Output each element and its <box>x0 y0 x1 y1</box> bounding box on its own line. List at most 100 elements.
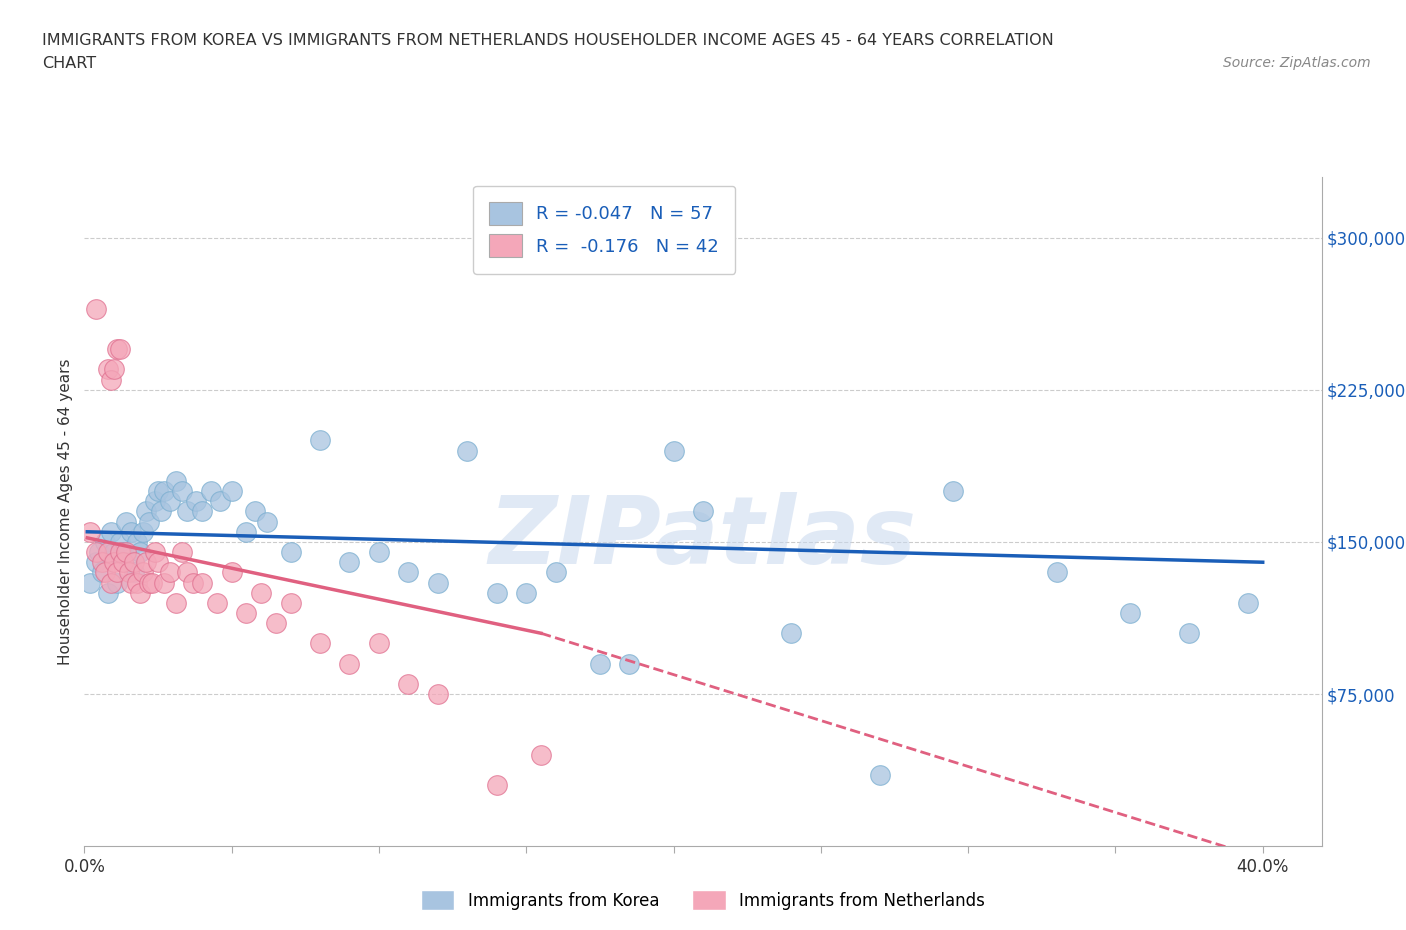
Point <box>124 555 146 570</box>
Point <box>143 494 166 509</box>
Point <box>309 433 332 448</box>
Point <box>205 595 228 610</box>
Point <box>662 444 685 458</box>
Point <box>208 494 231 509</box>
Point <box>176 504 198 519</box>
Point <box>183 575 205 590</box>
Point <box>1045 565 1067 579</box>
Point <box>170 545 193 560</box>
Point <box>619 657 641 671</box>
Point <box>456 444 478 458</box>
Point <box>153 484 176 498</box>
Point <box>100 372 122 387</box>
Point <box>100 575 122 590</box>
Point <box>132 525 155 539</box>
Text: ZIPatlas: ZIPatlas <box>489 492 917 584</box>
Point <box>127 535 149 550</box>
Point <box>368 545 391 560</box>
Point <box>165 473 187 488</box>
Point <box>264 616 287 631</box>
Point <box>97 585 120 600</box>
Text: CHART: CHART <box>42 56 96 71</box>
Y-axis label: Householder Income Ages 45 - 64 years: Householder Income Ages 45 - 64 years <box>58 358 73 665</box>
Point <box>235 605 257 620</box>
Point <box>103 362 125 377</box>
Point <box>111 545 134 560</box>
Point <box>339 657 361 671</box>
Point <box>1119 605 1142 620</box>
Point <box>94 535 117 550</box>
Point <box>153 575 176 590</box>
Point <box>105 341 128 356</box>
Point <box>143 545 166 560</box>
Point <box>159 494 181 509</box>
Text: Source: ZipAtlas.com: Source: ZipAtlas.com <box>1223 56 1371 70</box>
Point <box>530 748 553 763</box>
Point <box>396 676 419 691</box>
Point <box>97 545 120 560</box>
Point <box>141 575 163 590</box>
Point <box>108 545 131 560</box>
Point <box>256 514 278 529</box>
Point <box>426 686 449 701</box>
Point <box>105 575 128 590</box>
Point <box>149 504 172 519</box>
Point <box>97 362 120 377</box>
Point <box>309 636 332 651</box>
Point <box>111 555 134 570</box>
Point <box>170 484 193 498</box>
Point <box>221 484 243 498</box>
Point <box>105 565 128 579</box>
Point <box>91 565 114 579</box>
Point <box>117 555 139 570</box>
Point <box>250 585 273 600</box>
Point <box>100 525 122 539</box>
Point <box>114 545 136 560</box>
Point <box>200 484 222 498</box>
Point <box>129 545 152 560</box>
Point <box>544 565 567 579</box>
Point <box>1178 626 1201 641</box>
Point <box>221 565 243 579</box>
Point <box>426 575 449 590</box>
Point <box>117 565 139 579</box>
Text: IMMIGRANTS FROM KOREA VS IMMIGRANTS FROM NETHERLANDS HOUSEHOLDER INCOME AGES 45 : IMMIGRANTS FROM KOREA VS IMMIGRANTS FROM… <box>42 33 1054 47</box>
Point <box>103 545 125 560</box>
Point <box>515 585 537 600</box>
Point <box>121 525 143 539</box>
Point <box>124 565 146 579</box>
Point <box>94 565 117 579</box>
Point <box>280 545 302 560</box>
Legend: R = -0.047   N = 57, R =  -0.176   N = 42: R = -0.047 N = 57, R = -0.176 N = 42 <box>472 186 735 273</box>
Point <box>245 504 267 519</box>
Point <box>114 514 136 529</box>
Point <box>84 301 107 316</box>
Point <box>108 535 131 550</box>
Point <box>91 555 114 570</box>
Point <box>186 494 208 509</box>
Point <box>942 484 965 498</box>
Point <box>84 555 107 570</box>
Point <box>368 636 391 651</box>
Point <box>135 555 157 570</box>
Point <box>127 575 149 590</box>
Point <box>176 565 198 579</box>
Point <box>191 575 214 590</box>
Point <box>780 626 803 641</box>
Point <box>108 341 131 356</box>
Point <box>280 595 302 610</box>
Point <box>235 525 257 539</box>
Point <box>589 657 612 671</box>
Point <box>121 575 143 590</box>
Point <box>191 504 214 519</box>
Point <box>165 595 187 610</box>
Point <box>146 484 169 498</box>
Point <box>146 555 169 570</box>
Point <box>396 565 419 579</box>
Point <box>138 514 160 529</box>
Point <box>692 504 714 519</box>
Point <box>485 778 508 793</box>
Point <box>1237 595 1260 610</box>
Point <box>135 504 157 519</box>
Point <box>485 585 508 600</box>
